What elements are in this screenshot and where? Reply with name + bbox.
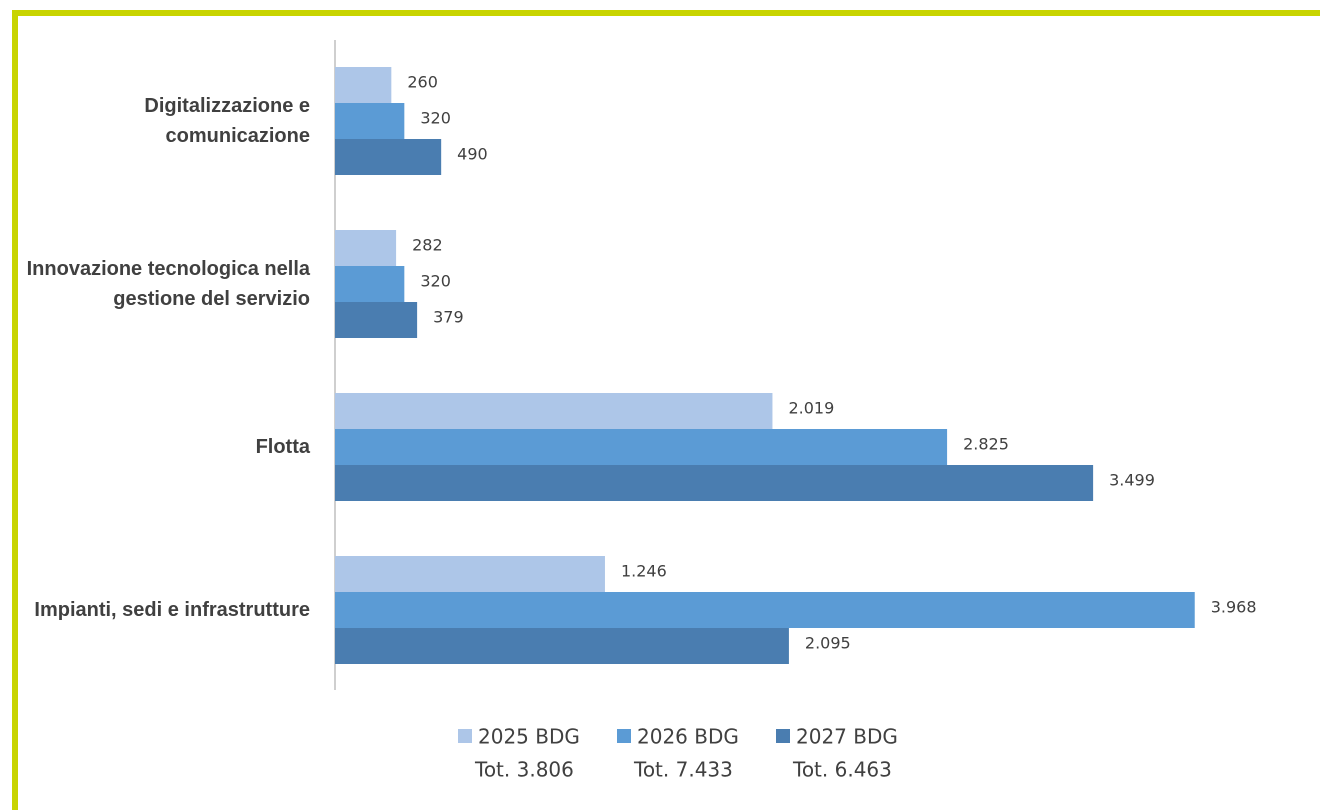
legend-total: Tot. 7.433 — [633, 758, 733, 782]
bar — [335, 393, 773, 429]
data-label: 320 — [420, 109, 451, 128]
data-label: 2.825 — [963, 435, 1009, 454]
bar — [335, 628, 789, 664]
legend-swatch — [617, 729, 631, 743]
bar — [335, 592, 1195, 628]
bar — [335, 465, 1094, 501]
data-label: 260 — [407, 73, 438, 92]
data-label: 379 — [433, 308, 464, 327]
legend-swatch — [458, 729, 472, 743]
bar — [335, 139, 442, 175]
data-label: 2.095 — [805, 634, 851, 653]
bar — [335, 103, 405, 139]
legend-label: 2026 BDG — [637, 725, 739, 749]
legend-total: Tot. 6.463 — [792, 758, 892, 782]
legend-swatch — [776, 729, 790, 743]
data-label: 282 — [412, 236, 443, 255]
legend-total: Tot. 3.806 — [474, 758, 574, 782]
data-label: 3.499 — [1109, 471, 1155, 490]
data-label: 1.246 — [621, 562, 667, 581]
data-label: 490 — [457, 145, 488, 164]
data-label: 2.019 — [788, 399, 834, 418]
category-label: Innovazione tecnologica nella gestione d… — [26, 258, 310, 310]
bar — [335, 429, 948, 465]
bar — [335, 67, 392, 103]
bar — [335, 302, 418, 338]
legend-label: 2025 BDG — [478, 725, 580, 749]
category-label: Flotta — [255, 436, 310, 458]
bar — [335, 266, 405, 302]
legend-label: 2027 BDG — [796, 725, 898, 749]
data-label: 320 — [420, 272, 451, 291]
category-label: Impianti, sedi e infrastrutture — [34, 599, 310, 621]
data-label: 3.968 — [1211, 598, 1257, 617]
bar — [335, 230, 397, 266]
category-label: Digitalizzazione e comunicazione — [144, 95, 310, 147]
bar — [335, 556, 605, 592]
frame — [12, 10, 1320, 810]
